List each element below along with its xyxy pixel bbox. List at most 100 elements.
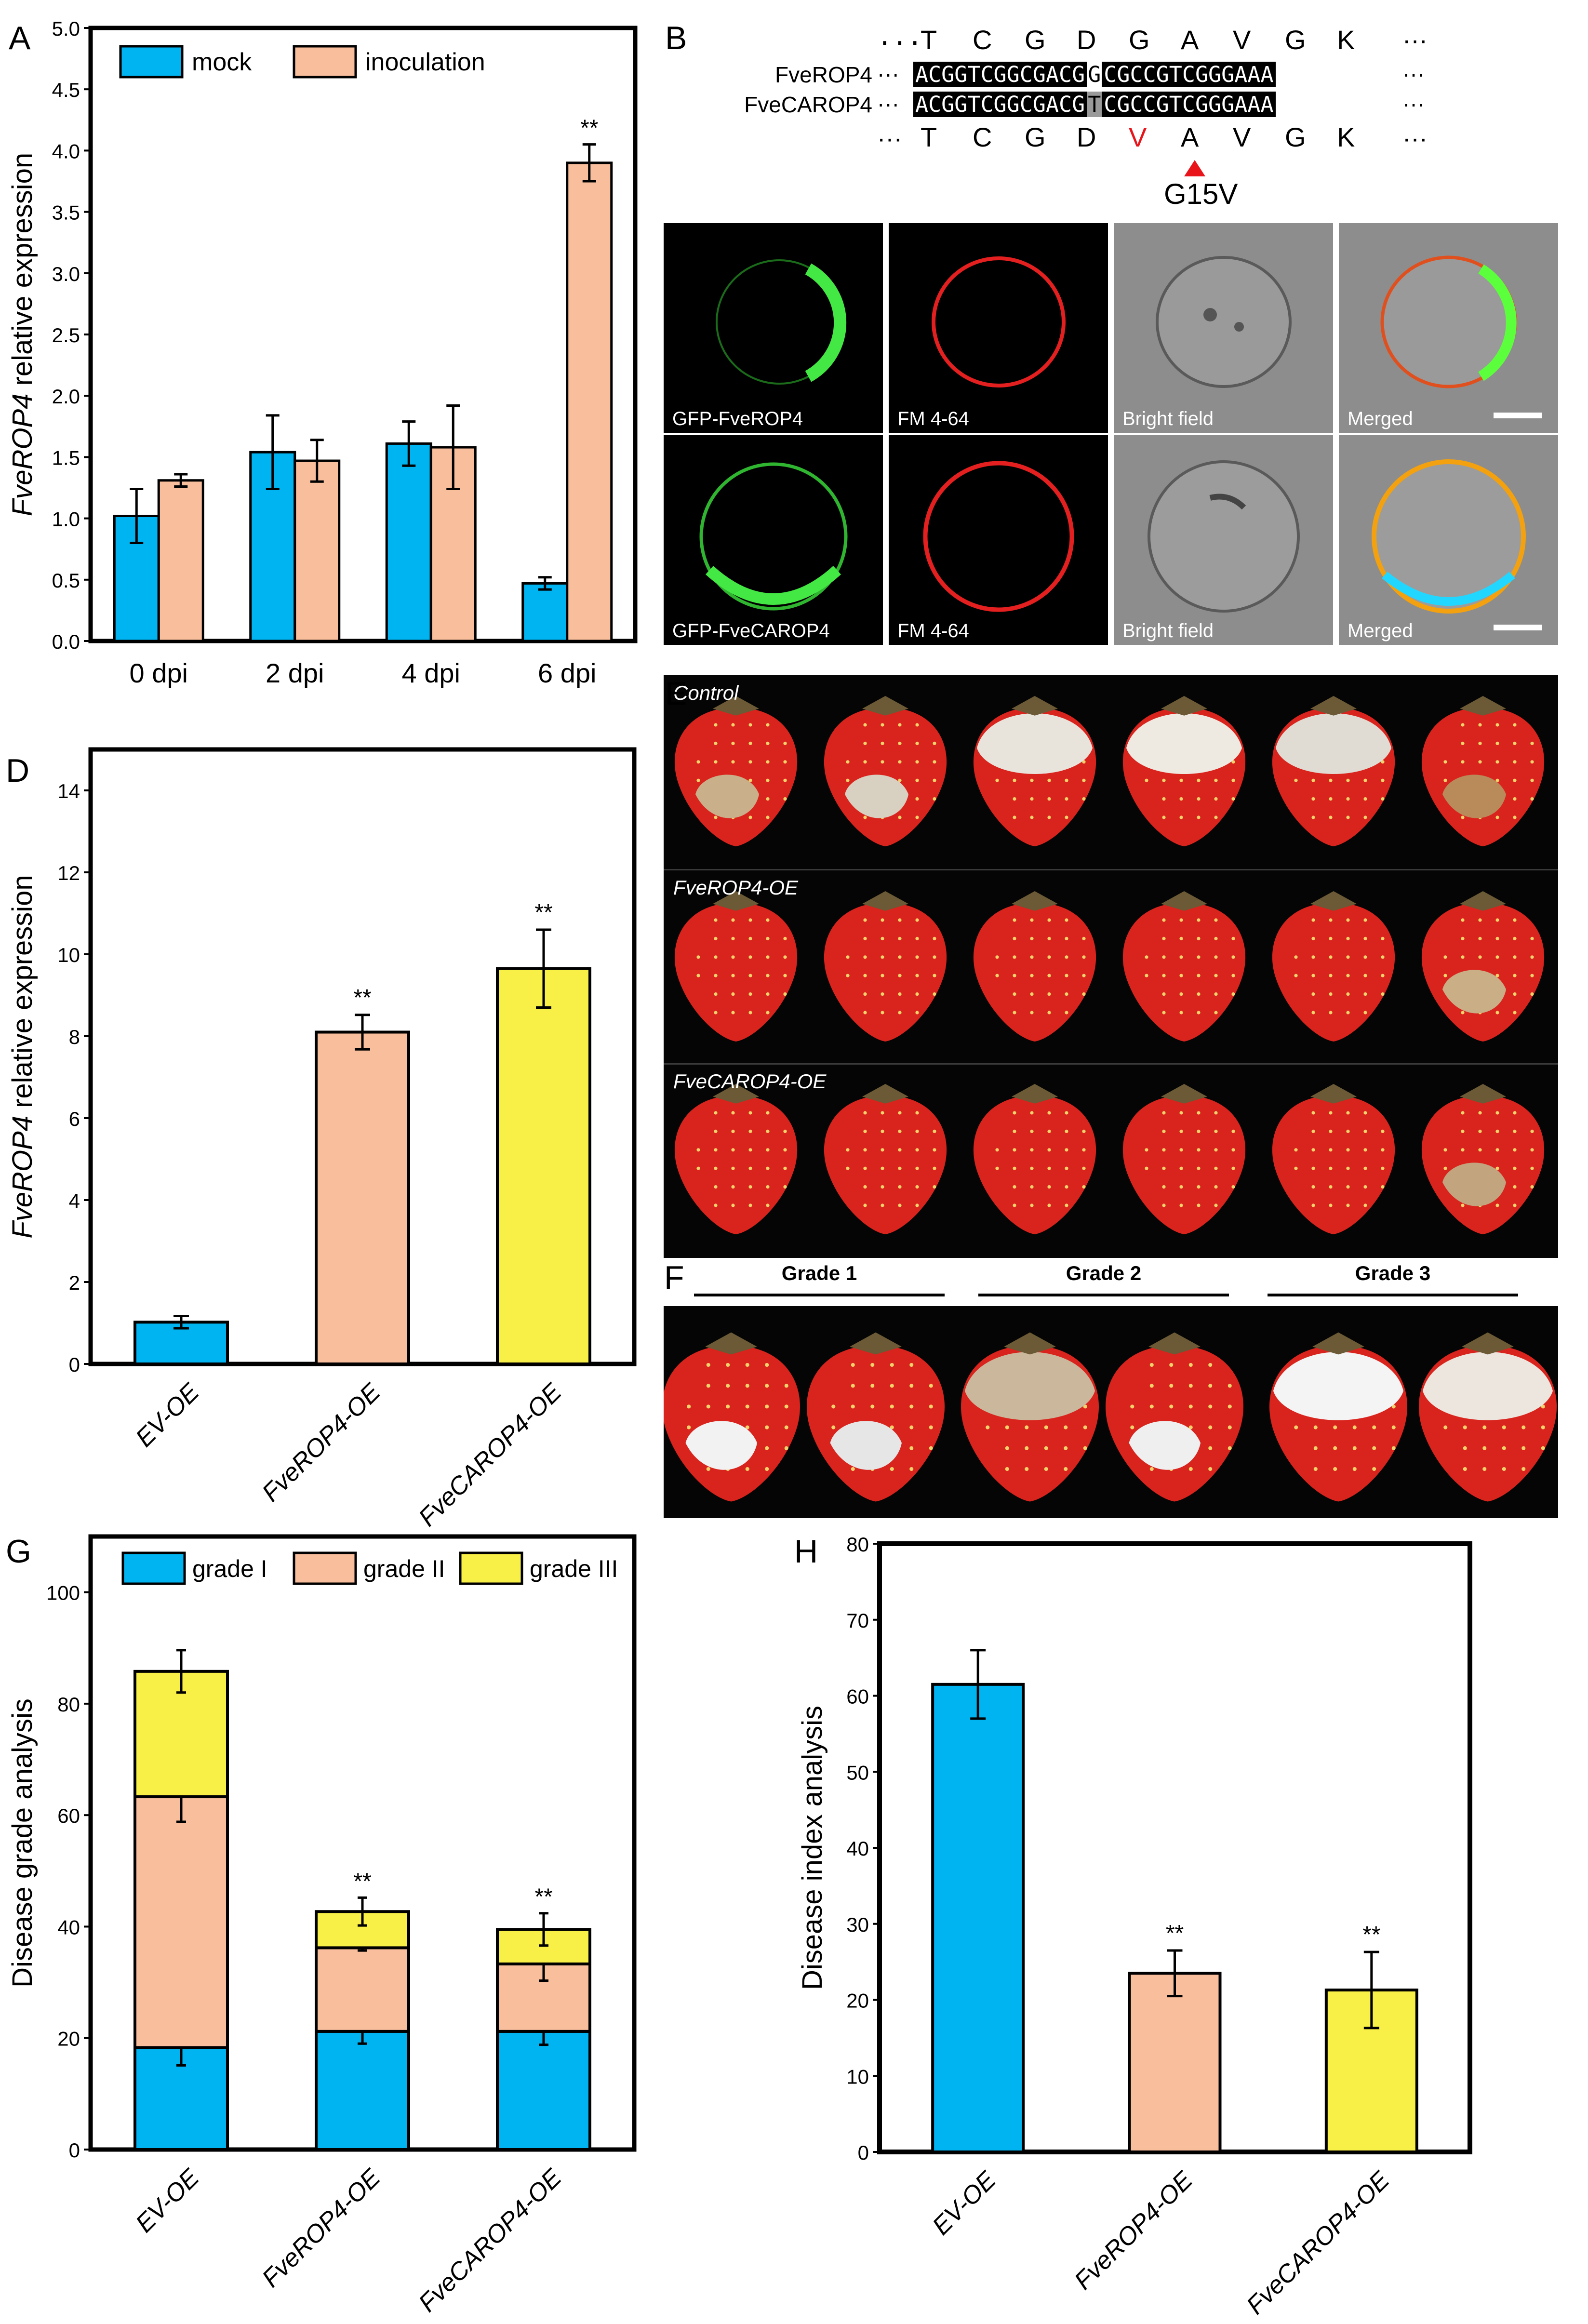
seed bbox=[1013, 1203, 1016, 1207]
y-axis-label-gene: FveROP4 bbox=[7, 394, 38, 517]
seed bbox=[714, 1148, 718, 1152]
micro-fm-2: FM 4-64 bbox=[889, 435, 1108, 645]
seed bbox=[1065, 936, 1068, 940]
seed bbox=[915, 797, 919, 801]
y-tick-label: 4.0 bbox=[52, 140, 80, 162]
fruit-body bbox=[1272, 903, 1395, 1042]
seed bbox=[1065, 1203, 1068, 1207]
seed bbox=[929, 1446, 933, 1450]
fruit-body bbox=[973, 903, 1096, 1042]
seed bbox=[1013, 1166, 1016, 1170]
seed bbox=[1145, 778, 1148, 782]
amino-acid: V bbox=[1233, 25, 1251, 55]
calyx bbox=[1161, 1084, 1207, 1104]
row-divider-1 bbox=[664, 869, 1558, 870]
seed bbox=[1513, 992, 1517, 996]
seed bbox=[1030, 955, 1034, 959]
seed bbox=[1363, 1166, 1367, 1170]
seed bbox=[766, 918, 770, 922]
seed bbox=[784, 1446, 788, 1450]
seed bbox=[783, 992, 787, 996]
y-tick-label: 40 bbox=[846, 1837, 869, 1860]
seed bbox=[915, 918, 919, 922]
strawberry-image bbox=[674, 891, 798, 1042]
seed bbox=[1521, 1425, 1526, 1429]
amino-acid: D bbox=[1077, 25, 1096, 55]
grade-2-line bbox=[978, 1294, 1229, 1296]
y-tick-label: 30 bbox=[846, 1913, 869, 1936]
seed bbox=[881, 1011, 884, 1015]
seed bbox=[863, 1148, 867, 1152]
seed bbox=[1197, 1203, 1201, 1207]
seed bbox=[1530, 741, 1534, 745]
seed bbox=[1530, 1185, 1534, 1189]
y-tick-label: 20 bbox=[57, 2028, 80, 2050]
seed bbox=[915, 778, 919, 782]
seed bbox=[1329, 797, 1333, 801]
amino-acid: K bbox=[1337, 122, 1355, 152]
seed bbox=[1082, 760, 1086, 764]
seed bbox=[1162, 1203, 1166, 1207]
x-tick-label: FveCAROP4-OE bbox=[414, 1378, 568, 1532]
y-tick-label: 0 bbox=[858, 2141, 869, 2164]
seed bbox=[881, 760, 884, 764]
seed bbox=[748, 1011, 752, 1015]
seed bbox=[1214, 1011, 1218, 1015]
mutation-label: G15V bbox=[1164, 178, 1238, 210]
seed bbox=[1214, 992, 1218, 996]
seed bbox=[1329, 992, 1333, 996]
mold-patch bbox=[1442, 970, 1506, 1014]
seed bbox=[1231, 992, 1235, 996]
seed bbox=[995, 974, 999, 977]
label-gfp-carop4: GFP-FveCAROP4 bbox=[672, 620, 830, 641]
ellipsis-bottom-left: ··· bbox=[877, 125, 902, 153]
seed bbox=[1013, 815, 1016, 819]
seed bbox=[1044, 1446, 1048, 1450]
micro-merged-2: Merged bbox=[1339, 435, 1558, 645]
seed bbox=[1030, 992, 1034, 996]
legend-label: grade I bbox=[192, 1555, 267, 1582]
seed bbox=[1463, 1425, 1467, 1429]
seed bbox=[1381, 778, 1385, 782]
seed bbox=[898, 815, 902, 819]
seed bbox=[1513, 760, 1517, 764]
seed bbox=[1013, 974, 1016, 977]
y-tick-label: 3.5 bbox=[52, 201, 80, 224]
seed bbox=[783, 1148, 787, 1152]
seed bbox=[1333, 1425, 1337, 1429]
seed bbox=[1391, 1425, 1396, 1429]
seed bbox=[696, 955, 700, 959]
seed bbox=[766, 992, 770, 996]
legend-label: mock bbox=[192, 48, 252, 76]
seed bbox=[915, 1111, 919, 1115]
seed bbox=[745, 1425, 749, 1429]
seed bbox=[1363, 1185, 1367, 1189]
seed bbox=[929, 1425, 933, 1429]
seed bbox=[933, 936, 936, 940]
seed bbox=[1162, 918, 1166, 922]
seed bbox=[1082, 992, 1086, 996]
seed bbox=[1197, 1166, 1201, 1170]
seed bbox=[1013, 778, 1016, 782]
grade-photo-panel bbox=[664, 1306, 1558, 1518]
amino-acid: D bbox=[1077, 122, 1096, 152]
seq-row-2: ACGGTCGGCGACG T CGCCGTCGGGAAA bbox=[913, 90, 1276, 120]
y-tick-label: 100 bbox=[46, 1582, 80, 1604]
seed bbox=[706, 1362, 710, 1367]
seed bbox=[1495, 1166, 1499, 1170]
seq2-right: CGCCGTCGGGAAA bbox=[1102, 92, 1276, 117]
amino-acid: G bbox=[1129, 25, 1150, 55]
seed bbox=[1482, 1467, 1487, 1471]
seed bbox=[909, 1404, 914, 1409]
mold-patch bbox=[965, 1352, 1095, 1420]
seed bbox=[1381, 992, 1385, 996]
seed bbox=[1495, 974, 1499, 977]
seed bbox=[1047, 815, 1051, 819]
seed bbox=[687, 1425, 691, 1429]
seed bbox=[1346, 1148, 1350, 1152]
strawberry-image bbox=[824, 1084, 947, 1234]
ellipsis-bottom-right: ··· bbox=[1402, 125, 1428, 153]
seed bbox=[1162, 797, 1166, 801]
seed bbox=[1311, 778, 1315, 782]
x-tick-label: FveCAROP4-OE bbox=[414, 2164, 568, 2318]
